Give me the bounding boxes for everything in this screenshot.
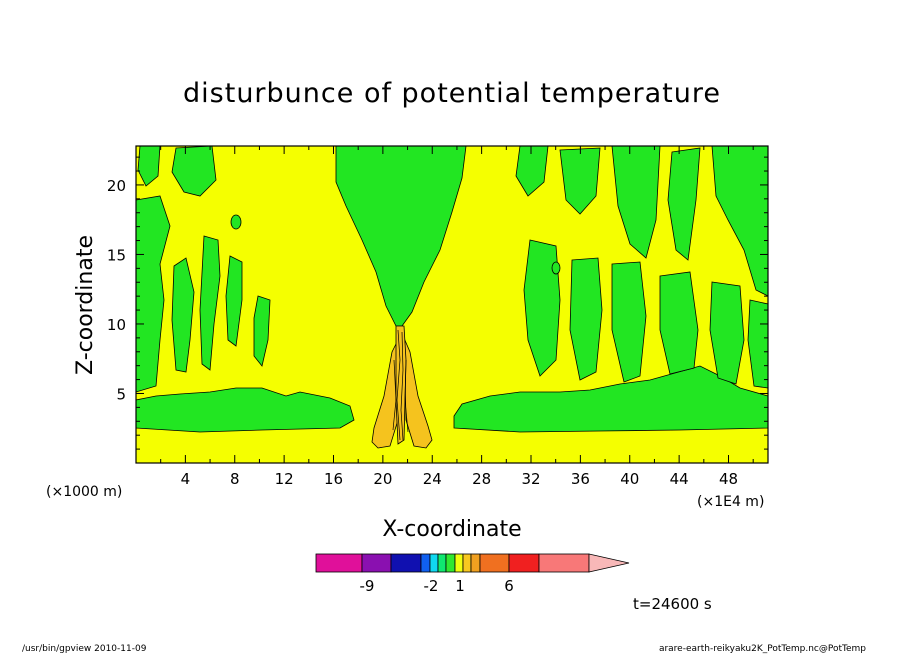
colorbar-swatch (315, 553, 363, 573)
right-green-column-6 (523, 239, 561, 377)
y-tick-labels: 5 10 15 20 (107, 177, 126, 404)
x-tick-label: 20 (373, 470, 392, 488)
right-green-column-4 (667, 147, 701, 261)
x-tick-label: 48 (719, 470, 738, 488)
right-green-column-8 (611, 261, 647, 383)
chart-title: disturbunce of potential temperature (183, 78, 721, 109)
left-green-blob (230, 214, 242, 230)
y-tick-marks (136, 156, 768, 450)
colorbar-swatch (437, 553, 447, 573)
colorbar-swatch (445, 553, 456, 573)
right-green-column-11 (747, 299, 769, 389)
left-green-band (135, 387, 355, 433)
right-green-column-2 (559, 147, 601, 215)
y-axis-label: Z-coordinate (73, 235, 98, 375)
central-orange-plume (371, 325, 433, 449)
x-axis-label: X-coordinate (382, 517, 521, 542)
x-tick-label: 28 (472, 470, 491, 488)
time-label: t=24600 s (633, 595, 712, 613)
plume-contour-lines (392, 329, 409, 441)
right-green-column-9 (659, 271, 699, 375)
colorbar-swatch (462, 553, 472, 573)
x-tick-label: 12 (275, 470, 294, 488)
colorbar-tick-label: -2 (424, 577, 439, 595)
colorbar-swatch (361, 553, 392, 573)
colorbar-swatch (538, 553, 590, 573)
x-tick-label: 32 (521, 470, 540, 488)
colorbar-tick-label: 6 (504, 577, 514, 595)
left-green-column-1 (135, 195, 171, 393)
colorbar-tick-label: -9 (360, 577, 375, 595)
x-tick-marks (160, 146, 754, 463)
colorbar-swatch (454, 553, 464, 573)
left-green-column-7 (253, 295, 271, 367)
footer-right: arare-earth-reikyaku2K_PotTemp.nc@PotTem… (659, 644, 866, 654)
colorbar-swatch (470, 553, 481, 573)
orange-plume-core (395, 325, 407, 445)
x-unit-left: (×1000 m) (46, 484, 122, 500)
left-green-column-5 (199, 235, 221, 371)
x-tick-label: 16 (324, 470, 343, 488)
right-green-column-10 (709, 281, 745, 385)
right-green-blob (551, 261, 561, 275)
colorbar-arrow (588, 553, 630, 573)
colorbar-tick-label: 1 (455, 577, 465, 595)
y-tick-label: 10 (107, 316, 126, 334)
x-tick-label: 24 (423, 470, 442, 488)
x-unit-right: (×1E4 m) (697, 494, 764, 510)
plot-area (135, 145, 769, 464)
colorbar-swatch (420, 553, 431, 573)
x-tick-label: 4 (181, 470, 191, 488)
orange-plume-right (403, 337, 433, 449)
colorbar-labels: -9 -2 1 6 (360, 577, 514, 595)
green-contour-regions (135, 145, 769, 433)
left-green-column-4 (171, 257, 195, 373)
colorbar-swatch (390, 553, 422, 573)
colorbar-swatch (429, 553, 439, 573)
colorbar-swatch (508, 553, 540, 573)
y-tick-label: 5 (116, 385, 126, 403)
y-tick-label: 15 (107, 246, 126, 264)
x-tick-label: 8 (230, 470, 240, 488)
plot-frame (135, 145, 769, 464)
left-green-column-6 (225, 255, 243, 347)
x-tick-label: 36 (571, 470, 590, 488)
x-tick-label: 44 (670, 470, 689, 488)
footer-left: /usr/bin/gpview 2010-11-09 (22, 644, 147, 654)
colorbar (315, 553, 630, 573)
x-tick-labels: 4 8 12 16 20 24 28 32 36 40 44 48 (181, 470, 738, 488)
colorbar-swatch (479, 553, 510, 573)
x-tick-label: 40 (620, 470, 639, 488)
y-tick-label: 20 (107, 177, 126, 195)
right-green-column-7 (569, 257, 603, 381)
